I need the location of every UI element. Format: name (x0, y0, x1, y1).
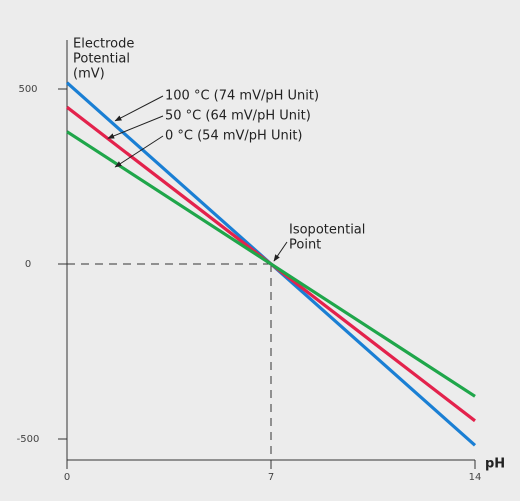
label-arrow (114, 95, 164, 122)
y-tick-label: 500 (18, 84, 37, 95)
x-tick-label: 0 (64, 472, 70, 483)
x-tick-label: 14 (469, 472, 482, 483)
y-tick-label: -500 (17, 434, 40, 445)
y-tick-label: 0 (25, 259, 31, 270)
annotation: Point (289, 238, 321, 253)
annotation: Isopotential (289, 223, 365, 238)
y-axis-label: Electrode (73, 37, 134, 52)
x-axis-label: pH (485, 457, 505, 472)
series-line (66, 130, 476, 398)
label-arrow (114, 135, 164, 168)
annotation-arrow (273, 241, 288, 262)
series-label: 0 °C (54 mV/pH Unit) (165, 129, 303, 144)
series-label: 50 °C (64 mV/pH Unit) (165, 109, 311, 124)
label-arrow (107, 115, 164, 139)
y-axis-label: (mV) (73, 67, 105, 82)
y-axis-label: Potential (73, 52, 130, 67)
x-tick-label: 7 (268, 472, 274, 483)
series-label: 100 °C (74 mV/pH Unit) (165, 89, 319, 104)
